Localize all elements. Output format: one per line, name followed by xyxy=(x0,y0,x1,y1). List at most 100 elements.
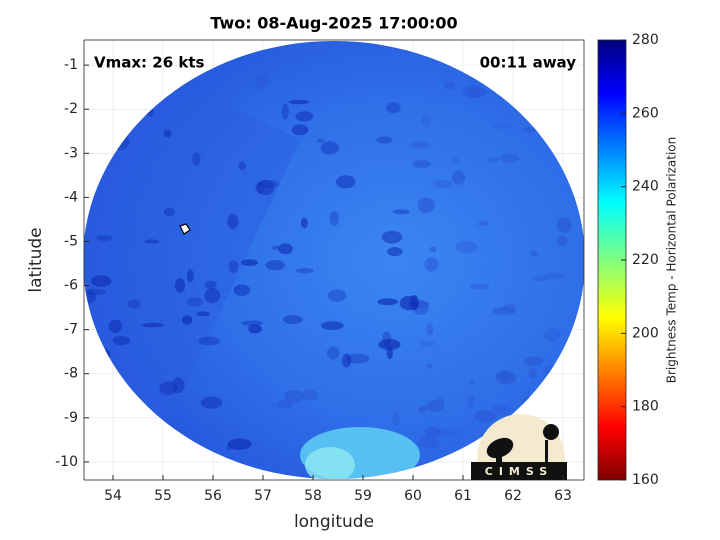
chart-title: Two: 08-Aug-2025 17:00:00 xyxy=(210,14,457,33)
cloud-blob xyxy=(96,235,113,241)
y-tick-label: -4 xyxy=(64,189,78,205)
x-tick-label: 54 xyxy=(104,488,122,504)
cloud-blob xyxy=(444,80,456,90)
y-tick-label: -3 xyxy=(64,145,78,161)
cloud-blob xyxy=(426,323,434,336)
cloud-blob xyxy=(200,396,223,409)
cloud-blob xyxy=(469,283,490,290)
cloud-blob xyxy=(409,294,419,311)
cloud-blob xyxy=(233,284,250,296)
cloud-blob xyxy=(452,169,466,185)
cloud-blob xyxy=(276,400,293,409)
cloud-blob xyxy=(382,331,392,347)
cloud-blob xyxy=(530,250,539,257)
cloud-blob xyxy=(227,438,252,450)
x-tick-label: 55 xyxy=(154,488,172,504)
cloud-blob xyxy=(468,378,476,385)
cloud-blob xyxy=(296,268,314,274)
cloud-blob xyxy=(174,278,186,294)
cloud-blob xyxy=(204,287,221,304)
cloud-blob xyxy=(417,197,435,214)
cloud-blob xyxy=(255,182,265,194)
logo: CIMSS xyxy=(471,414,567,480)
cloud-blob xyxy=(528,367,537,379)
cloud-blob xyxy=(377,298,398,306)
y-tick-label: -10 xyxy=(55,454,78,470)
plot-frame xyxy=(83,39,585,481)
cloud-blob xyxy=(192,152,201,166)
cloud-blob xyxy=(412,160,432,169)
cloud-blob xyxy=(335,175,356,189)
cloud-blob xyxy=(409,141,431,149)
colorbar-tick-label: 220 xyxy=(632,252,659,268)
cloud-blob xyxy=(265,260,286,271)
cloud-blob xyxy=(283,390,305,403)
cloud-blob xyxy=(291,124,309,136)
cloud-blob xyxy=(433,179,453,189)
cloud-blob xyxy=(144,239,160,244)
y-tick-label: -5 xyxy=(64,233,78,249)
annotation: Vmax: 26 kts xyxy=(94,54,204,72)
x-tick-label: 56 xyxy=(204,488,222,504)
cloud-blob xyxy=(271,245,280,251)
cloud-blob xyxy=(487,156,500,163)
cloud-blob xyxy=(256,180,275,196)
cloud-blob xyxy=(281,103,289,120)
cloud-blob xyxy=(381,230,403,244)
cloud-blob xyxy=(426,363,433,369)
y-tick-label: -8 xyxy=(64,366,78,382)
cloud-blob xyxy=(196,311,211,317)
cloud-blob xyxy=(545,272,565,280)
colorbar-tick-label: 160 xyxy=(632,472,659,488)
cloud-blob xyxy=(386,102,401,114)
cloud-blob xyxy=(392,209,410,215)
x-tick-label: 58 xyxy=(304,488,322,504)
cloud-blob xyxy=(227,213,239,230)
annotation: 00:11 away xyxy=(480,54,577,72)
colorbar-tick-label: 200 xyxy=(632,325,659,341)
storm-marker xyxy=(179,223,191,235)
cloud-blob xyxy=(141,322,164,328)
cloud-blob xyxy=(282,315,303,324)
y-axis-label: latitude xyxy=(26,227,46,292)
cloud-blob xyxy=(543,327,561,342)
cloud-blob xyxy=(295,111,314,122)
cloud-blob xyxy=(523,356,544,366)
cloud-blob xyxy=(238,161,247,171)
cloud-blob xyxy=(300,217,308,229)
cloud-blob xyxy=(85,290,96,304)
cloud-blob xyxy=(320,141,340,155)
x-tick-label: 60 xyxy=(404,488,422,504)
cloud-blob xyxy=(186,269,194,283)
cloud-blob xyxy=(392,411,399,427)
cloud-blob xyxy=(492,123,512,130)
y-tick-label: -1 xyxy=(64,57,78,73)
cloud-blob xyxy=(378,339,401,350)
cloud-blob xyxy=(248,323,262,334)
cloud-blob xyxy=(172,377,185,394)
cloud-blob xyxy=(198,336,221,346)
cloud-blob xyxy=(163,208,176,217)
x-tick-label: 61 xyxy=(454,488,472,504)
colorbar-tick-label: 180 xyxy=(632,399,659,415)
cloud-blob xyxy=(108,319,122,334)
cloud-blob xyxy=(425,426,442,438)
cloud-blob xyxy=(500,153,519,163)
cloud-blob xyxy=(226,445,233,451)
cloud-blob xyxy=(531,275,549,282)
cloud-blob xyxy=(376,136,393,144)
cloud-blob xyxy=(329,211,339,227)
cloud-blob xyxy=(241,259,259,267)
cloud-blob xyxy=(556,217,572,233)
cloud-blob xyxy=(204,280,217,289)
cloud-blob xyxy=(492,307,516,315)
cloud-blob xyxy=(455,428,463,435)
cloud-blob xyxy=(467,394,476,408)
cloud-blob xyxy=(418,405,428,413)
cloud-blob xyxy=(346,353,370,364)
cloud-blob xyxy=(320,321,344,330)
y-tick-label: -6 xyxy=(64,278,78,294)
cloud-blob xyxy=(181,315,193,325)
cloud-blob xyxy=(317,138,325,143)
